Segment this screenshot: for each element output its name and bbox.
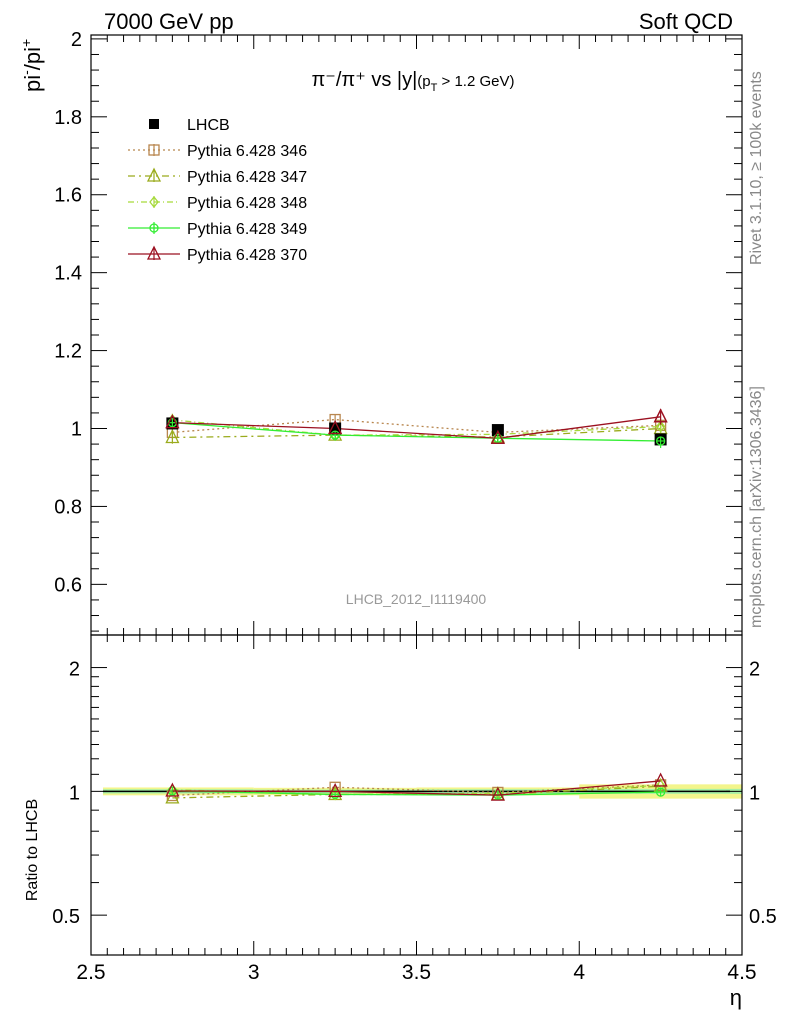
title-cut: (p [417, 73, 430, 90]
y-tick-label: 0.8 [54, 496, 82, 518]
rivet-label: Rivet 3.1.10, ≥ 100k events [748, 71, 765, 265]
x-tick-label: 3 [248, 961, 260, 984]
legend-label: Pythia 6.428 346 [187, 143, 307, 160]
ratio-point [655, 787, 666, 797]
x-tick-label: 3.5 [402, 961, 431, 984]
ratio-tick-label-left: 0.5 [52, 906, 80, 928]
header-energy: 7000 GeV pp [104, 9, 234, 34]
ylabel-sup1: - [18, 70, 34, 75]
legend: LHCB Pythia 6.428 346 Pythia 6.428 347 Pyth… [128, 117, 307, 264]
data-point [165, 429, 180, 444]
data-point [328, 420, 343, 435]
data-point [330, 430, 340, 440]
data-point [655, 436, 666, 446]
series-line [172, 419, 661, 436]
legend-marker [149, 223, 159, 233]
data-point [655, 420, 666, 433]
data-point [165, 414, 180, 429]
ratio-tick-label-right: 1 [749, 782, 760, 804]
legend-marker [148, 144, 160, 156]
ratio-panel-frame [90, 634, 743, 956]
main-ylabel: pi-/pi+ [18, 39, 45, 92]
legend-label: Pythia 6.428 348 [187, 195, 307, 212]
x-tick-label: 2.5 [76, 961, 105, 984]
ratio-point [165, 789, 180, 804]
ratio-line [172, 790, 661, 796]
y-tick-label: 1 [71, 419, 82, 441]
series-layer [165, 408, 668, 804]
legend-marker [149, 119, 159, 129]
ratio-point [165, 782, 180, 797]
ylabel-base: pi [20, 75, 45, 92]
series-line [172, 422, 661, 442]
ratio-tick-label-right: 0.5 [749, 906, 777, 928]
legend-entry-pythia-6-428-347: Pythia 6.428 347 [128, 167, 307, 186]
ratio-ylabel: Ratio to LHCB [24, 799, 41, 901]
data-point [329, 422, 342, 435]
mcplots-label: mcplots.cern.ch [arXiv:1306.3436] [748, 386, 765, 628]
x-tick-label: 4.5 [727, 961, 756, 984]
legend-label: LHCB [187, 117, 230, 134]
y-tick-label: 1.4 [54, 263, 82, 285]
ylabel-sup2: + [18, 39, 34, 47]
y-tick-label: 2 [71, 29, 82, 51]
x-axis-label: η [730, 985, 742, 1010]
legend-marker [146, 167, 162, 182]
legend-label: Pythia 6.428 349 [187, 221, 307, 238]
y-tick-label: 1.2 [54, 341, 82, 363]
data-point [490, 429, 505, 444]
analysis-watermark: LHCB_2012_I1119400 [346, 591, 487, 607]
title-main: π⁻/π⁺ vs |y| [312, 69, 418, 91]
legend-label: Pythia 6.428 370 [187, 247, 307, 264]
ylabel-mid: /pi [20, 47, 45, 70]
ratio-point [490, 786, 505, 801]
main-title: π⁻/π⁺ vs |y|(pT > 1.2 GeV) [312, 69, 515, 94]
ratio-point [653, 772, 668, 787]
ratio-tick-label-right: 2 [749, 659, 760, 681]
series-lhcb-data [166, 417, 667, 446]
title-cut-rest: > 1.2 GeV) [437, 73, 514, 90]
header-process: Soft QCD [639, 9, 733, 34]
legend-entry-pythia-6-428-370: Pythia 6.428 370 [128, 245, 307, 264]
ratio-tick-label-left: 2 [69, 659, 80, 681]
legend-entry-pythia-6-428-348: Pythia 6.428 348 [128, 195, 307, 212]
ratio-line [172, 780, 661, 796]
overlay-pythia-6-428-370 [165, 408, 668, 444]
ratio-series-pythia-6-428-370 [165, 772, 668, 801]
axes-ticks: 2.5 3 3.5 4 4.5 0.6 0.8 1 1.2 1.4 1.6 1.8 2 0.5 0.5 1 1 2… [52, 29, 777, 984]
legend-entry-lhcb: LHCB [149, 117, 230, 134]
legend-entry-pythia-6-428-349: Pythia 6.428 349 [128, 221, 307, 238]
svg-text:pi-/pi+: pi-/pi+ [18, 39, 45, 92]
y-tick-label: 1.6 [54, 185, 82, 207]
legend-marker [149, 195, 159, 209]
ratio-point [328, 782, 343, 798]
legend-marker [146, 245, 162, 260]
overlay-pythia-6-428-349 [167, 418, 666, 446]
title-cut-sub: T [431, 82, 438, 94]
ratio-point [330, 788, 340, 801]
legend-label: Pythia 6.428 347 [187, 169, 307, 186]
data-point [653, 408, 668, 423]
y-tick-label: 1.8 [54, 107, 82, 129]
series-pythia-6-428-349 [167, 416, 666, 448]
ratio-tick-label-left: 1 [69, 782, 80, 804]
svg-text:π⁻/π⁺ vs |y|(pT > 1.2 GeV): π⁻/π⁺ vs |y|(pT > 1.2 GeV) [312, 69, 515, 94]
y-tick-label: 0.6 [54, 574, 82, 596]
series-line [172, 416, 661, 439]
legend-entry-pythia-6-428-346: Pythia 6.428 346 [128, 143, 307, 160]
x-tick-label: 4 [573, 961, 585, 984]
